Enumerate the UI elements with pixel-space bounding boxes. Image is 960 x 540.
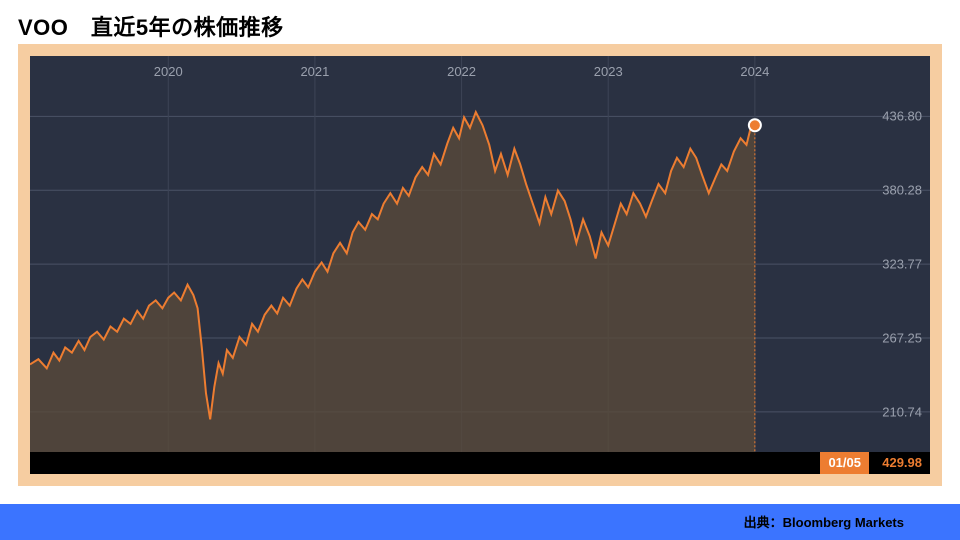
chart-svg xyxy=(30,56,930,452)
y-tick-label: 323.77 xyxy=(882,257,922,272)
chart-frame: 2020 2021 2022 2023 2024 436.80 380.28 323.77 2… xyxy=(18,44,942,486)
y-tick-label: 210.74 xyxy=(882,404,922,419)
plot-area: 2020 2021 2022 2023 2024 436.80 380.28 323.77 2… xyxy=(30,56,930,452)
page: VOO 直近5年の株価推移 2020 2021 2022 2023 2024 436.8… xyxy=(0,0,960,540)
page-title: VOO 直近5年の株価推移 xyxy=(18,10,284,42)
y-tick-label: 436.80 xyxy=(882,109,922,124)
x-axis-labels: 2020 2021 2022 2023 2024 xyxy=(30,64,930,84)
chart-footer: 01/05 429.98 xyxy=(30,452,930,474)
chart-inner: 2020 2021 2022 2023 2024 436.80 380.28 323.77 2… xyxy=(30,56,930,474)
y-tick-label: 380.28 xyxy=(882,183,922,198)
highlight-value: 429.98 xyxy=(882,452,922,474)
x-tick-label: 2024 xyxy=(740,64,769,79)
source-band: 出典：Bloomberg Markets xyxy=(0,504,960,540)
highlight-date: 01/05 xyxy=(820,452,869,474)
x-tick-label: 2021 xyxy=(300,64,329,79)
x-tick-label: 2023 xyxy=(594,64,623,79)
x-tick-label: 2020 xyxy=(154,64,183,79)
source-label: 出典：Bloomberg Markets xyxy=(744,512,904,531)
y-tick-label: 267.25 xyxy=(882,330,922,345)
x-tick-label: 2022 xyxy=(447,64,476,79)
